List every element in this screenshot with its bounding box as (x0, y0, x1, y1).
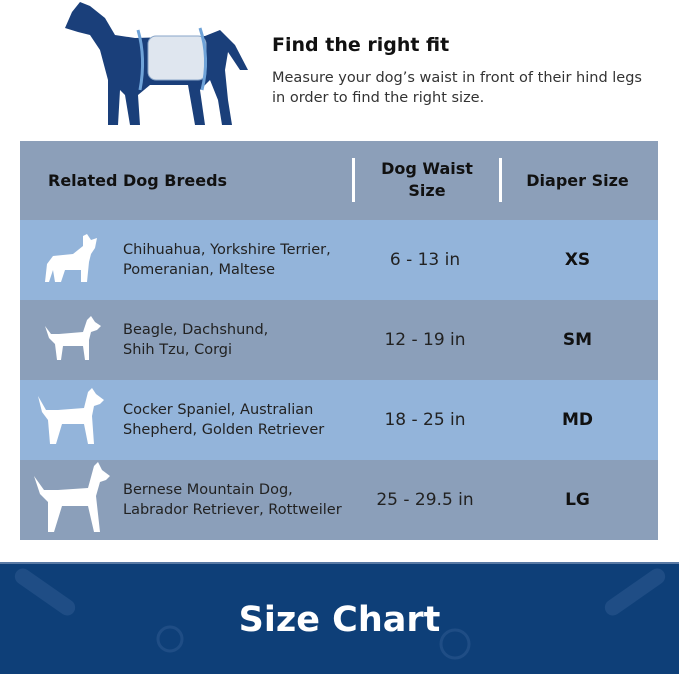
header-divider (499, 158, 502, 202)
diaper-size: MD (561, 410, 594, 430)
breeds-text: Bernese Mountain Dog, Labrador Retriever,… (123, 482, 342, 518)
table-row: Chihuahua, Yorkshire Terrier, Pomeranian,… (20, 220, 658, 300)
table-row: Beagle, Dachshund, Shih Tzu, Corgi 12 - 1… (20, 300, 658, 380)
size-table: Related Dog Breeds Dog Waist Size Diaper… (20, 141, 658, 540)
fit-description: Measure your dog’s waist in front of the… (272, 70, 642, 106)
breeds-text: Chihuahua, Yorkshire Terrier, Pomeranian,… (123, 242, 331, 278)
breeds-text: Beagle, Dachshund, Shih Tzu, Corgi (123, 322, 269, 358)
breeds-text: Cocker Spaniel, Australian Shepherd, Gold… (123, 402, 325, 438)
diaper-size: XS (564, 250, 591, 270)
waist-size: 18 - 25 in (384, 410, 466, 430)
medium-dog-icon (38, 388, 104, 444)
diaper-size: LG (565, 490, 590, 510)
fit-title: Find the right fit (272, 34, 450, 56)
header-breeds: Related Dog Breeds (48, 171, 228, 190)
pet-pattern-background (14, 568, 666, 660)
banner-title: Size Chart (238, 600, 441, 640)
waist-size: 12 - 19 in (384, 330, 466, 350)
diaper-size: SM (562, 330, 593, 350)
table-header: Related Dog Breeds Dog Waist Size Diaper… (20, 141, 658, 220)
table-row: Cocker Spaniel, Australian Shepherd, Gold… (20, 380, 658, 460)
header-size: Diaper Size (526, 171, 629, 190)
header-divider (352, 158, 355, 202)
waist-size: 6 - 13 in (389, 250, 461, 270)
waist-size: 25 - 29.5 in (376, 490, 474, 510)
large-dog-icon (34, 462, 110, 532)
dog-with-diaper-illustration (65, 2, 248, 125)
size-chart-banner: Size Chart (0, 562, 679, 674)
header-waist: Dog Waist Size (381, 159, 473, 200)
small-dog-icon (45, 316, 101, 360)
french-bulldog-icon (45, 234, 97, 282)
table-row: Bernese Mountain Dog, Labrador Retriever,… (20, 460, 658, 540)
